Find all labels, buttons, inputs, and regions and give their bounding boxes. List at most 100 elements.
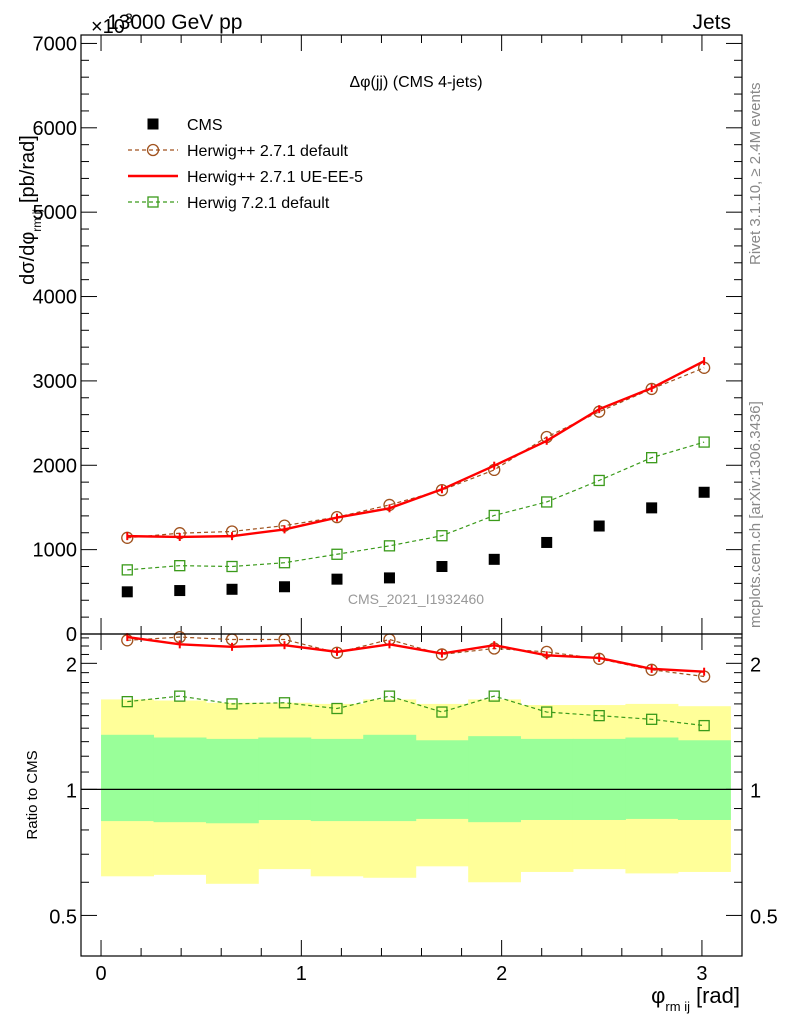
x-label-sub: rm ij [665, 999, 690, 1014]
legend-label: CMS [187, 117, 223, 134]
x-label-unit: [rad] [696, 983, 740, 1008]
x-axis-label: φrm ij [rad] [651, 983, 740, 1014]
y-label-main: dσ/dφ [17, 232, 39, 285]
main-cms-point [383, 572, 395, 584]
ratio-herwig-7-2-1-default-point [121, 695, 133, 708]
x-tick-label: 3 [696, 963, 707, 985]
green-band-bin [677, 740, 731, 821]
y-label-sub: rm ij [30, 209, 44, 232]
green-band-bin [520, 738, 574, 821]
main-herwig-7-2-1-default-point [174, 560, 186, 572]
main-herwig-7-2-1-default-point [593, 474, 605, 487]
ratio-herwig-7-2-1-default-point [541, 706, 553, 718]
main-herwig-7-2-1-default-point [488, 509, 500, 522]
y-tick-label: 3000 [33, 371, 78, 393]
ratio-panel-frame [80, 633, 743, 957]
ratio-herwig-7-2-1-default-point [593, 709, 605, 722]
ratio-herwig-7-2-1-default-line [127, 695, 705, 727]
main-cms-point [121, 586, 133, 598]
legend-marker [147, 196, 159, 208]
main-herwig-7-2-1-default-point [436, 530, 448, 542]
ratio-herwig-2-7-1-default-point [435, 648, 449, 661]
main-herwig-7-2-1-default-point [226, 560, 238, 573]
main-herwig-7-2-1-default-point [278, 557, 291, 569]
green-band-bin [363, 734, 417, 822]
main-cms-point [593, 520, 605, 532]
ratio-y-axis-label: Ratio to CMS [24, 750, 41, 839]
main-herwig-7-2-1-default-point [646, 452, 658, 464]
energy-label: 13000 GeV pp [107, 11, 242, 34]
x-tick-label: 2 [496, 963, 507, 985]
main-cms-point [279, 581, 291, 593]
main-herwig-7-2-1-default-point [383, 540, 396, 552]
green-band-bin [101, 734, 155, 822]
ratio-y-tick-label: 2 [66, 654, 77, 676]
main-herwig-7-2-1-default-point [121, 564, 133, 576]
main-herwig-7-2-1-default-point [698, 436, 710, 448]
ratio-panel-ticks: 0.5 0.5 1 1 2 2 0 1 2 3 [49, 634, 778, 985]
main-herwig-2-7-1-default-point [645, 382, 658, 396]
ratio-y-tick-label-right: 1 [750, 780, 761, 802]
ratio-herwig-7-2-1-default-point [436, 706, 448, 718]
ratio-y-tick-label: 0.5 [49, 906, 77, 928]
x-label-main: φ [651, 983, 665, 1008]
ratio-panel-series [121, 630, 711, 732]
ratio-y-tick-label: 1 [66, 780, 77, 802]
plot-title: Δφ(jj) (CMS 4-jets) [349, 74, 482, 91]
legend-marker [147, 118, 159, 130]
ratio-herwig-7-2-1-default-point [278, 697, 291, 709]
main-herwig-7-2-1-default-point [541, 496, 553, 508]
y-tick-label: 1000 [33, 540, 78, 562]
y-tick-label: 6000 [33, 118, 78, 140]
main-panel-series [121, 357, 711, 598]
main-herwig-2-7-1-default-line [127, 367, 705, 539]
rivet-version-label: Rivet 3.1.10, ≥ 2.4M events [747, 83, 764, 266]
main-cms-point [436, 561, 448, 573]
ratio-herwig-7-2-1-default-point [646, 713, 658, 725]
mcplots-label: mcplots.cern.ch [arXiv:1306.3436] [747, 401, 764, 628]
green-band-bin [468, 736, 521, 823]
x-tick-label: 1 [296, 963, 307, 985]
legend-label: Herwig 7.2.1 default [187, 195, 330, 212]
y-tick-label: 2000 [33, 455, 78, 477]
main-cms-point [646, 502, 658, 514]
svg-text:φrm ij[rad]: φrm ij [rad] [651, 983, 740, 1014]
svg-text:dσ/dφrm ij[pb/rad]: dσ/dφrm ij [pb/rad] [17, 135, 44, 285]
ratio-y-tick-label-right: 0.5 [750, 906, 778, 928]
y-tick-label: 5000 [33, 202, 78, 224]
y-tick-label: 0 [66, 624, 77, 646]
ratio-y-tick-label-right: 2 [750, 654, 761, 676]
ratio-herwig-2-7-1-ue-ee-5-line [127, 635, 705, 673]
main-cms-point [541, 536, 553, 548]
main-cms-point [331, 573, 343, 585]
green-band-bin [205, 738, 259, 824]
green-band-bin [625, 737, 679, 819]
ratio-herwig-7-2-1-default-point [383, 690, 396, 702]
green-band-bin [415, 740, 469, 819]
ratio-uncertainty-bands [81, 699, 742, 884]
main-panel-ticks: 0 1000 2000 3000 4000 5000 6000 7000 [33, 33, 743, 646]
main-cms-point [488, 553, 500, 565]
y-label-unit: [pb/rad] [17, 135, 39, 203]
process-label: Jets [692, 11, 731, 34]
ratio-herwig-2-7-1-default-point [330, 646, 344, 659]
ratio-herwig-7-2-1-default-point [331, 702, 343, 715]
ratio-herwig-7-2-1-default-point [226, 698, 238, 710]
y-tick-label: 4000 [33, 287, 78, 309]
y-scale-exponent: ×103 [91, 10, 133, 38]
main-cms-point [174, 585, 186, 597]
main-herwig-2-7-1-ue-ee-5-line [127, 360, 705, 539]
ratio-herwig-2-7-1-default-line [127, 636, 705, 678]
ratio-herwig-7-2-1-default-point [698, 719, 710, 732]
green-band-bin [310, 738, 364, 822]
legend-marker [146, 143, 160, 157]
main-herwig-7-2-1-default-point [331, 548, 343, 560]
ratio-herwig-7-2-1-default-point [488, 690, 500, 702]
ratio-herwig-7-2-1-default-point [174, 690, 186, 702]
legend-label: Herwig++ 2.7.1 UE-EE-5 [187, 169, 363, 186]
legend: CMS Herwig++ 2.7.1 default Herwig++ 2.7.1 … [128, 117, 363, 212]
x-tick-label: 0 [95, 963, 106, 985]
green-band-bin [258, 737, 312, 821]
main-cms-point [226, 583, 238, 595]
